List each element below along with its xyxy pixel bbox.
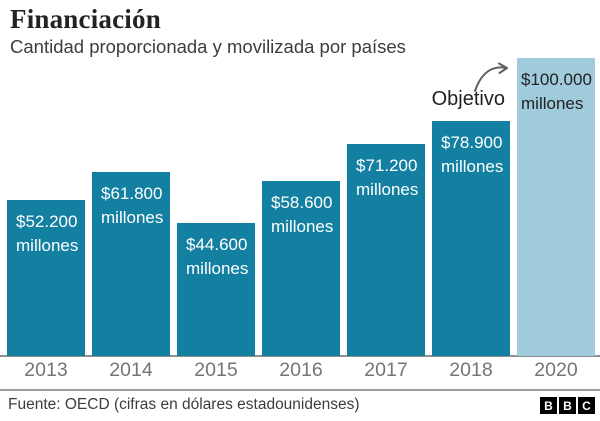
objetivo-arrow-icon <box>474 62 508 92</box>
x-axis-baseline <box>0 355 600 357</box>
bbc-logo-letter: B <box>540 397 557 414</box>
bar-2020: $100.000 millones <box>517 58 595 356</box>
x-axis-label-2018: 2018 <box>449 359 493 381</box>
x-axis-label-2015: 2015 <box>194 359 238 381</box>
bbc-logo-letter: B <box>559 397 576 414</box>
bar-value-label: $44.600 millones <box>186 235 249 278</box>
bar-2013: $52.200 millones <box>7 200 85 356</box>
chart-subtitle: Cantidad proporcionada y movilizada por … <box>10 36 406 57</box>
bar-2017: $71.200 millones <box>347 144 425 356</box>
chart-title: Financiación <box>10 4 161 34</box>
bar-2016: $58.600 millones <box>262 181 340 356</box>
bar-chart-plot-area: $52.200 millones $61.800 millones $44.600 mil… <box>7 58 595 356</box>
footer-divider <box>0 389 600 391</box>
x-axis-label-2017: 2017 <box>364 359 408 381</box>
bar-value-label: $58.600 millones <box>271 193 334 236</box>
bar-2018: $78.900 millones <box>432 121 510 356</box>
bar-value-label: $71.200 millones <box>356 156 419 199</box>
bar-value-label: $100.000 millones <box>521 70 592 113</box>
bbc-logo-letter: C <box>578 397 595 414</box>
bar-value-label: $52.200 millones <box>16 212 79 255</box>
source-credit: Fuente: OECD (cifras en dólares estadoun… <box>8 396 360 413</box>
x-axis-label-2016: 2016 <box>279 359 323 381</box>
bar-value-label: $61.800 millones <box>101 184 164 227</box>
bar-2014: $61.800 millones <box>92 172 170 356</box>
x-axis-label-2013: 2013 <box>24 359 68 381</box>
objetivo-annotation: Objetivo <box>431 88 505 110</box>
bar-value-label: $78.900 millones <box>441 133 504 176</box>
bar-2015: $44.600 millones <box>177 223 255 356</box>
x-axis-label-2014: 2014 <box>109 359 153 381</box>
x-axis-label-2020: 2020 <box>534 359 578 381</box>
bbc-logo: B B C <box>540 397 595 414</box>
x-axis-labels: 2013 2014 2015 2016 2017 2018 2020 <box>7 359 595 382</box>
